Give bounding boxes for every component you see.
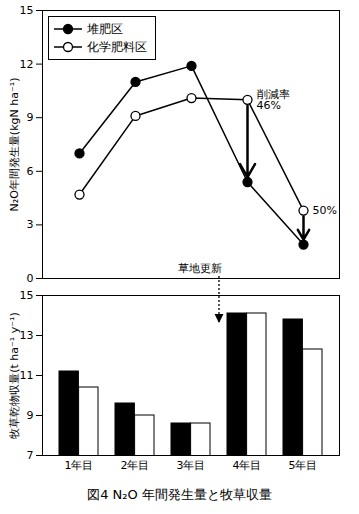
svg-text:草地更新: 草地更新 [178,262,222,275]
svg-text:2年目: 2年目 [121,459,150,472]
svg-text:15: 15 [20,289,34,302]
svg-text:9: 9 [27,409,34,422]
svg-text:9: 9 [27,111,34,124]
svg-text:1年目: 1年目 [65,459,94,472]
html-text:図4 N₂O 年間発生量と牧草収量: 図4 N₂O 年間発生量と牧草収量 [87,487,272,502]
svg-text:50%: 50% [313,204,337,217]
svg-text:6: 6 [27,165,34,178]
svg-text:12: 12 [20,58,34,71]
html-text:堆肥区: 堆肥区 [87,22,123,36]
svg-text:削減率46%: 削減率46% [257,88,290,112]
svg-text:N₂O年間発生量(kgN ha⁻¹): N₂O年間発生量(kgN ha⁻¹) [8,78,21,212]
svg-text:3年目: 3年目 [177,459,206,472]
svg-text:5年目: 5年目 [289,459,318,472]
svg-text:15: 15 [20,4,34,17]
html-text:化学肥料区: 化学肥料区 [87,40,147,54]
svg-text:11: 11 [20,369,34,382]
svg-text:0: 0 [27,272,34,285]
svg-text:13: 13 [20,329,34,342]
svg-text:7: 7 [27,449,34,462]
svg-text:牧草乾物収量(t ha⁻¹ y⁻¹): 牧草乾物収量(t ha⁻¹ y⁻¹) [8,312,21,439]
svg-text:3: 3 [27,218,34,231]
svg-text:4年目: 4年目 [233,459,262,472]
